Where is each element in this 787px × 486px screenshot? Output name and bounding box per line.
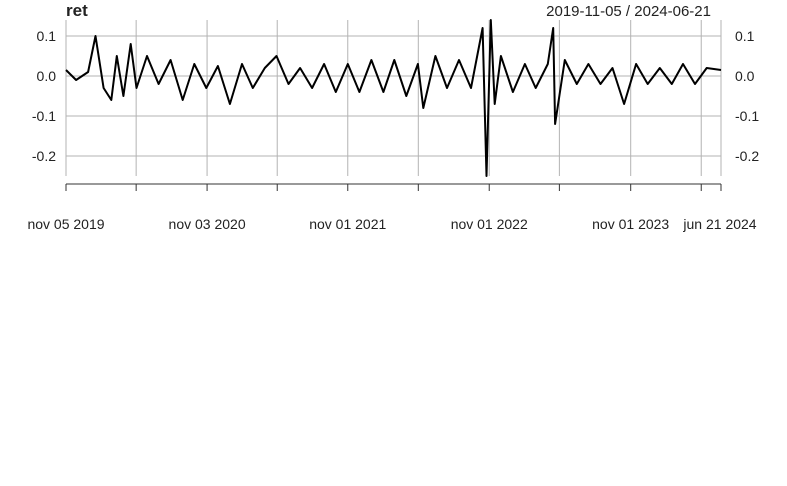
series-layer <box>65 19 722 177</box>
date-range-label: 2019-11-05 / 2024-06-21 <box>546 3 711 20</box>
x-tick-label: nov 03 2020 <box>169 216 246 232</box>
y-tick-label-right: 0.0 <box>735 68 755 84</box>
y-axis: 0.1 0.1 0.0 0.0 -0.1 -0.1 -0.2 -0.2 <box>32 28 759 164</box>
x-tick-label: nov 05 2019 <box>27 216 104 232</box>
y-tick-label-right: 0.1 <box>735 28 755 44</box>
x-tick-label: nov 01 2021 <box>309 216 386 232</box>
x-tick-label: jun 21 2024 <box>682 216 756 232</box>
y-tick-label-right: -0.2 <box>735 148 759 164</box>
x-axis: nov 05 2019 nov 03 2020 nov 01 2021 nov 01 … <box>27 183 757 232</box>
y-tick-label-right: -0.1 <box>735 108 759 124</box>
y-tick-label-left: -0.1 <box>32 108 56 124</box>
x-tick-label: nov 01 2023 <box>592 216 669 232</box>
chart-title: ret <box>66 1 88 20</box>
y-tick-label-left: -0.2 <box>32 148 56 164</box>
y-tick-label-left: 0.1 <box>37 28 57 44</box>
series-line <box>65 19 722 177</box>
x-tick-label: nov 01 2022 <box>451 216 528 232</box>
y-tick-label-left: 0.0 <box>37 68 57 84</box>
